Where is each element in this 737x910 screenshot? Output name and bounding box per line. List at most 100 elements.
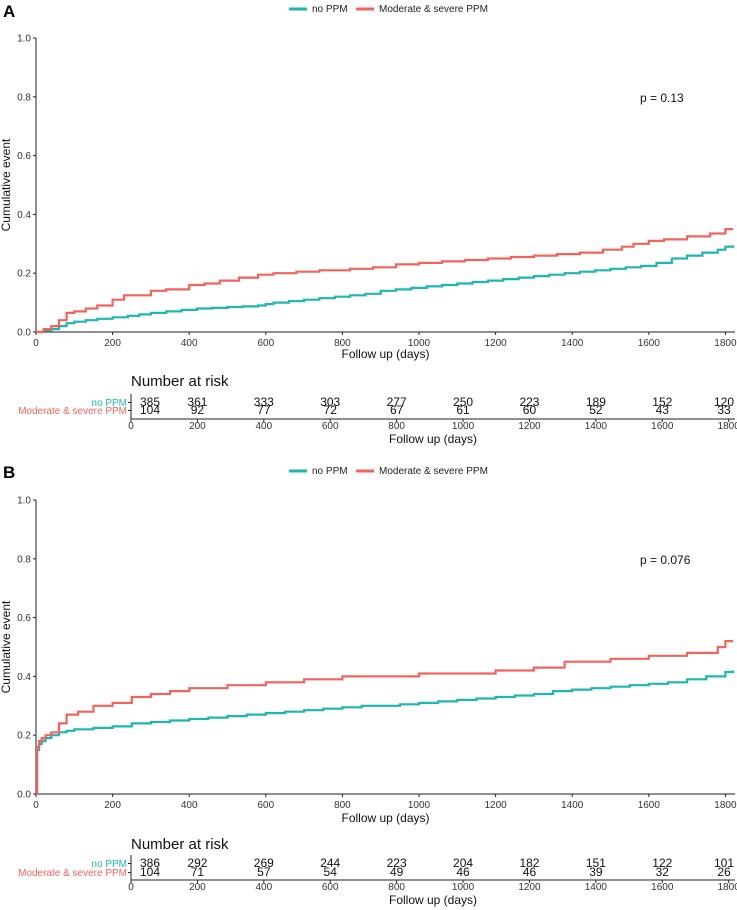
panel-b-x-tick-label: 1600	[638, 800, 661, 811]
panel-b-series-no-ppm	[36, 670, 735, 796]
panel-a-legend-label-mod-sev: Moderate & severe PPM	[379, 4, 488, 15]
panel-a-x-tick-label: 200	[104, 338, 121, 349]
panel-a-risk-value: 223	[519, 395, 539, 409]
panel-b-x-tick-label: 1400	[561, 800, 584, 811]
panel-a-risk-x-tick-label: 1200	[518, 421, 541, 432]
panel-a-y-tick-label: 0.6	[17, 151, 31, 162]
panel-a-risk-x-tick-label: 800	[388, 421, 405, 432]
panel-a-y-tick-label: 0.2	[17, 269, 31, 280]
panel-a-risk-x-tick-label: 200	[189, 421, 206, 432]
panel-b-risk-label-no-ppm: no PPM	[91, 859, 127, 870]
panel-a-risk-x-tick-label: 600	[322, 421, 339, 432]
panel-b-risk-value: 46	[523, 865, 537, 879]
panel-a-x-tick-label: 600	[257, 338, 274, 349]
panel-a-risk-x-tick-label: 400	[255, 421, 272, 432]
panel-a-risk-label-no-ppm: no PPM	[91, 398, 127, 409]
panel-b-legend-label-no-ppm: no PPM	[312, 466, 348, 477]
panel-a-risk-value: 72	[324, 403, 338, 417]
panel-b-risk-value: 244	[320, 856, 340, 870]
panel-a-risk-x-tick-label: 0	[128, 421, 134, 432]
panel-b-risk-value: 49	[390, 865, 404, 879]
panel-a-series-no-ppm	[36, 245, 735, 334]
panel-a-x-tick-label: 800	[334, 338, 351, 349]
panel-b-risk-value: 151	[586, 856, 606, 870]
panel-b-x-tick-label: 200	[104, 800, 121, 811]
panel-b-risk-value: 104	[140, 865, 160, 879]
panel-b-risk-x-tick-label: 200	[189, 882, 206, 893]
panel-b-risk-value: 46	[456, 865, 470, 879]
panel-b-p-value: p = 0.076	[640, 553, 691, 567]
panel-b-risk-x-tick-label: 1600	[651, 882, 674, 893]
panel-b-risk-x-tick-label: 1800	[718, 882, 737, 893]
panel-a-risk-x-tick-label: 1800	[718, 421, 737, 432]
panel-a-risk-value: 152	[652, 395, 672, 409]
panel-a-risk-value: 33	[717, 403, 731, 417]
panel-a-y-tick-label: 0.4	[17, 210, 31, 221]
panel-b-risk-value: 269	[254, 856, 274, 870]
panel-a-risk-value: 189	[586, 395, 606, 409]
panel-b-risk-x-tick-label: 400	[255, 882, 272, 893]
panel-b-y-tick-label: 0.2	[17, 731, 31, 742]
panel-b-x-tick-label: 0	[33, 800, 39, 811]
panel-b-risk-x-tick-label: 1000	[452, 882, 475, 893]
panel-a-risk-table-title: Number at risk	[131, 373, 229, 390]
panel-a-risk-value: 385	[140, 395, 160, 409]
panel-a-legend-label-no-ppm: no PPM	[312, 4, 348, 15]
panel-b-y-tick-label: 0.6	[17, 613, 31, 624]
panel-b-risk-value: 122	[652, 856, 672, 870]
panel-a-risk-label-mod-sev: Moderate & severe PPM	[18, 406, 127, 417]
panel-b-risk-value: 182	[519, 856, 539, 870]
panel-a-risk-x-axis-title: Follow up (days)	[389, 432, 477, 446]
panel-a-x-tick-label: 1400	[561, 338, 584, 349]
panel-b-x-tick-label: 800	[334, 800, 351, 811]
panel-b-risk-value: 204	[453, 856, 473, 870]
panel-b-risk-value: 39	[589, 865, 603, 879]
panel-b-x-tick-label: 1200	[484, 800, 507, 811]
panel-b-legend-label-mod-sev: Moderate & severe PPM	[379, 466, 488, 477]
panel-a-risk-x-tick-label: 1000	[452, 421, 475, 432]
panel-a-risk-value: 77	[257, 403, 271, 417]
panel-a-risk-x-tick-label: 1400	[585, 421, 608, 432]
panel-a-risk-value: 250	[453, 395, 473, 409]
panel-a-risk-value: 60	[523, 403, 537, 417]
panel-b-risk-value: 32	[656, 865, 670, 879]
panel-b-y-tick-label: 0.4	[17, 672, 31, 683]
panel-a-x-tick-label: 400	[181, 338, 198, 349]
panel-a-p-value: p = 0.13	[640, 91, 684, 105]
panel-b-series-mod-sev	[36, 640, 734, 796]
panel-a-risk-value: 61	[456, 403, 470, 417]
panel-b-risk-value: 386	[140, 856, 160, 870]
panel-b-risk-value: 223	[387, 856, 407, 870]
panel-b-risk-x-tick-label: 600	[322, 882, 339, 893]
panel-a-x-axis-title: Follow up (days)	[341, 347, 429, 361]
panel-a-risk-value: 333	[254, 395, 274, 409]
panel-b-risk-x-tick-label: 1200	[518, 882, 541, 893]
panel-a-series-mod-sev	[36, 228, 734, 334]
panel-b-x-tick-label: 400	[181, 800, 198, 811]
panel-b-y-tick-label: 0.8	[17, 554, 31, 565]
panel-b-risk-x-tick-label: 1400	[585, 882, 608, 893]
panel-b-risk-value: 57	[257, 865, 271, 879]
panel-a-x-tick-label: 1000	[408, 338, 431, 349]
panel-a-label: A	[3, 2, 15, 21]
panel-b-label: B	[3, 463, 15, 482]
panel-b-risk-table-title: Number at risk	[131, 836, 229, 853]
panel-a-risk-x-tick-label: 1600	[651, 421, 674, 432]
panel-a-x-tick-label: 1800	[714, 338, 737, 349]
panel-a-risk-value: 104	[140, 403, 160, 417]
panel-b-risk-value: 71	[191, 865, 205, 879]
panel-b-risk-x-axis-title: Follow up (days)	[389, 893, 477, 907]
panel-a-risk-value: 361	[187, 395, 207, 409]
panel-b-risk-value: 101	[714, 856, 734, 870]
panel-a-y-tick-label: 0.0	[17, 328, 31, 339]
panel-a-y-axis-title: Cumulative event	[0, 138, 13, 231]
panel-b-risk-label-mod-sev: Moderate & severe PPM	[18, 868, 127, 879]
panel-a-risk-value: 52	[589, 403, 603, 417]
panel-b-risk-x-tick-label: 0	[128, 882, 134, 893]
panel-b-x-axis-title: Follow up (days)	[341, 811, 429, 825]
panel-b-risk-value: 26	[717, 865, 731, 879]
panel-a-x-tick-label: 0	[33, 338, 39, 349]
panel-b-x-tick-label: 1000	[408, 800, 431, 811]
panel-a-risk-value: 120	[714, 395, 734, 409]
panel-b-x-tick-label: 1800	[714, 800, 737, 811]
